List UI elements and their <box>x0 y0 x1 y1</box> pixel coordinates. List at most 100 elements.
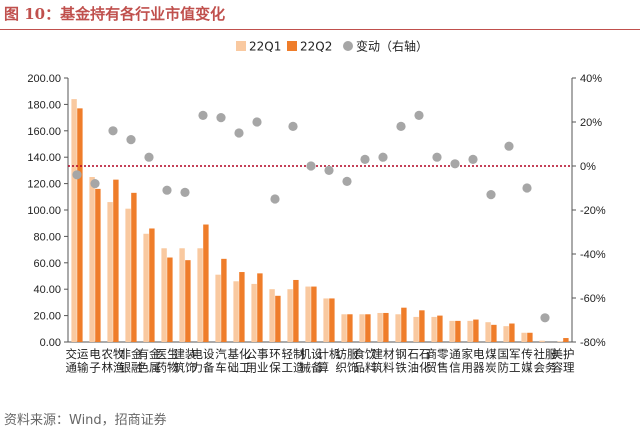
left-tick-label: 180.00 <box>27 99 61 111</box>
change-dot <box>414 110 424 120</box>
change-dot <box>522 183 532 193</box>
category-label: 电子 <box>89 347 101 375</box>
change-dot <box>108 126 118 136</box>
change-dot <box>378 152 388 162</box>
category-label: 公用事业 <box>246 347 269 375</box>
change-dot <box>72 170 82 180</box>
bar-22q2 <box>437 315 443 342</box>
bar-22q2 <box>239 272 245 342</box>
bar-22q2 <box>131 192 137 342</box>
bar-22q2 <box>185 260 191 342</box>
change-dot <box>234 128 244 138</box>
bar-22q2 <box>419 310 425 342</box>
figure-title: 图 10：基金持有各行业市值变化 <box>4 5 226 23</box>
legend-swatch-3 <box>343 41 353 51</box>
bar-22q2 <box>95 188 101 342</box>
category-label: 社会服务 <box>534 347 558 375</box>
bar-22q1 <box>557 341 563 342</box>
bar-22q1 <box>125 208 131 342</box>
bar-22q2 <box>167 257 173 342</box>
category-label: 计算机 <box>318 347 342 375</box>
change-dot <box>432 152 442 162</box>
bar-22q2 <box>527 332 533 342</box>
change-dots-group <box>72 110 550 323</box>
category-label: 传媒 <box>521 347 533 375</box>
bar-22q2 <box>203 224 209 342</box>
left-tick-label: 120.00 <box>27 179 61 191</box>
bar-22q1 <box>359 314 365 342</box>
change-dot <box>180 187 190 197</box>
bar-22q1 <box>503 326 509 342</box>
category-label: 建筑装饰 <box>174 347 198 375</box>
category-label: 有色金属 <box>138 347 162 375</box>
change-dot <box>486 190 496 200</box>
bar-22q1 <box>521 332 527 342</box>
change-dot <box>162 185 172 195</box>
bar-22q2 <box>563 338 569 342</box>
left-tick-label: 80.00 <box>33 231 61 243</box>
change-dot <box>342 176 352 186</box>
change-dot <box>540 313 550 323</box>
bar-22q2 <box>311 286 317 342</box>
bar-22q2 <box>401 307 407 342</box>
category-label: 汽车 <box>215 347 227 375</box>
change-dot <box>198 110 208 120</box>
legend-swatch-2 <box>287 41 297 51</box>
left-tick-label: 100.00 <box>27 205 61 217</box>
bar-22q2 <box>365 314 371 342</box>
change-dot <box>90 179 100 189</box>
bar-22q2 <box>275 295 281 342</box>
left-tick-label: 160.00 <box>27 126 61 138</box>
right-tick-label: 20% <box>580 117 602 129</box>
change-dot <box>144 152 154 162</box>
bar-22q1 <box>179 248 185 342</box>
change-dot <box>270 194 280 204</box>
left-axis: 0.00 20.00 40.00 60.00 80.00 100.00 120.00 140.… <box>27 73 572 349</box>
chart-legend: 22Q1 22Q2 变动（右轴） <box>236 39 428 54</box>
bar-22q1 <box>485 322 491 342</box>
bar-22q1 <box>251 283 257 342</box>
change-dot <box>504 141 514 151</box>
bar-22q2 <box>509 323 515 342</box>
category-label: 轻工制造 <box>282 347 306 375</box>
bar-22q2 <box>473 319 479 342</box>
change-dot <box>360 154 370 164</box>
left-tick-label: 20.00 <box>33 311 61 323</box>
category-label: 电力设备 <box>192 347 216 375</box>
right-tick-label: -80% <box>580 337 606 349</box>
bar-22q2 <box>347 314 353 342</box>
category-labels: 交通运输电子农林牧渔非银金融有色金属医药生物建筑装饰电力设备汽车基础化工公用事业… <box>66 347 576 375</box>
change-dot <box>252 117 262 127</box>
bar-22q1 <box>71 99 77 343</box>
right-tick-label: -20% <box>580 205 606 217</box>
change-dot <box>324 165 334 175</box>
change-dot <box>216 113 226 123</box>
bar-22q2 <box>221 258 227 342</box>
category-label: 交通运输 <box>66 347 90 375</box>
category-label: 美容护理 <box>552 347 576 375</box>
bar-22q1 <box>143 233 149 342</box>
category-label: 医药生物 <box>156 347 179 375</box>
legend-swatch-1 <box>236 41 246 51</box>
bar-22q1 <box>107 202 113 342</box>
category-label: 非银金融 <box>120 347 144 375</box>
bar-22q2 <box>113 179 119 342</box>
bar-22q1 <box>89 177 95 342</box>
category-label: 建筑材料 <box>372 347 396 375</box>
bar-chart: 22Q1 22Q2 变动（右轴） 0.00 20.00 40.00 60.00 80.00 1… <box>27 39 606 375</box>
category-label: 通信 <box>449 347 461 375</box>
bar-22q2 <box>149 228 155 342</box>
change-dot <box>288 121 298 131</box>
source-note: 资料来源：Wind，招商证券 <box>4 413 167 428</box>
legend-label-1: 22Q1 <box>249 40 281 54</box>
legend-label-2: 22Q2 <box>300 40 332 54</box>
bar-22q1 <box>287 289 293 342</box>
category-label: 农林牧渔 <box>102 347 126 375</box>
bar-22q1 <box>377 312 383 342</box>
change-dot <box>468 154 478 164</box>
category-label: 家用电器 <box>462 347 486 375</box>
bar-22q1 <box>305 286 311 342</box>
bar-22q2 <box>293 279 299 342</box>
title-divider <box>0 29 640 30</box>
change-dot <box>450 159 460 169</box>
